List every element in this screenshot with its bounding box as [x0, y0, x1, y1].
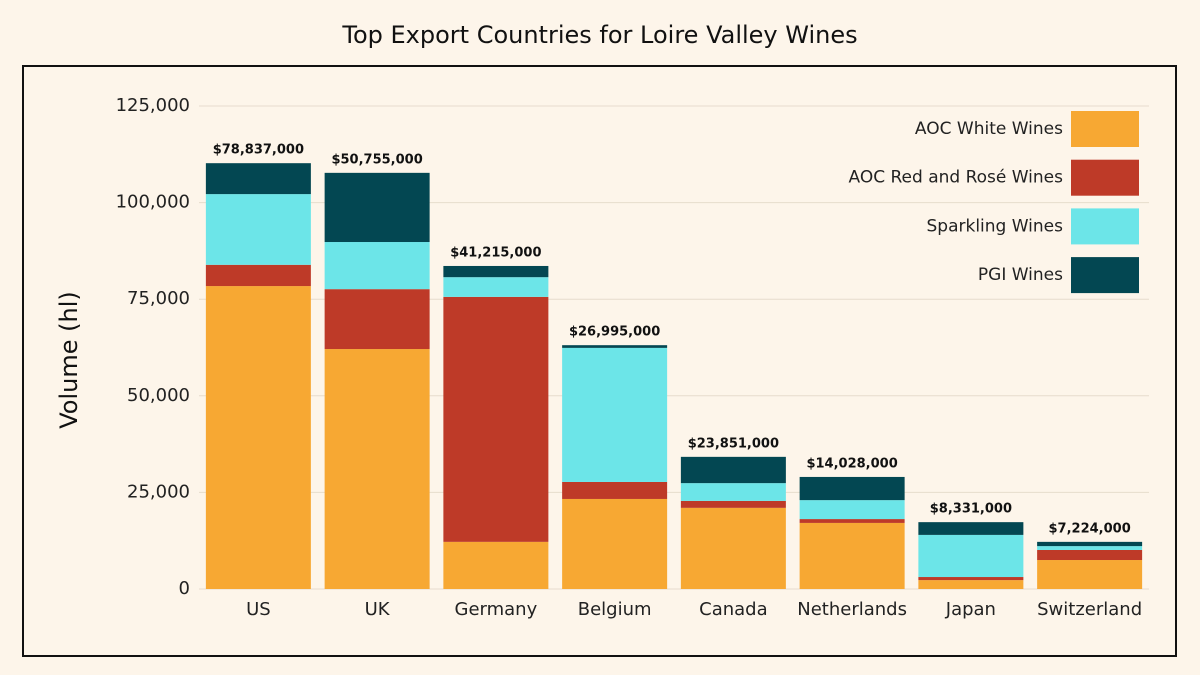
bar-segment: [799, 519, 905, 523]
bar-segment: [324, 289, 430, 350]
x-tick-label: US: [246, 599, 271, 620]
bar-segment: [443, 265, 549, 278]
legend-swatch: [1071, 111, 1139, 147]
bar-segment: [1037, 546, 1143, 550]
bar-segment: [443, 541, 549, 589]
legend-swatch: [1071, 159, 1139, 196]
bar-segment: [680, 483, 786, 501]
y-tick-label: 50,000: [127, 385, 190, 406]
x-tick-label: Belgium: [578, 599, 652, 620]
bar-segment: [443, 277, 549, 297]
y-tick-label: 100,000: [116, 192, 190, 213]
bar-segment: [799, 522, 905, 589]
x-tick-label: Germany: [455, 599, 538, 620]
frame: [22, 65, 1177, 657]
x-tick-label: Canada: [699, 599, 768, 620]
legend-label: AOC White Wines: [915, 119, 1063, 139]
bar-annotation: $41,215,000: [450, 245, 541, 260]
bar-segment: [918, 580, 1024, 589]
bar-segment: [918, 534, 1024, 578]
bar-segment: [562, 347, 668, 482]
legend-label: PGI Wines: [978, 265, 1063, 285]
bar-annotation: $14,028,000: [806, 456, 897, 471]
bar-segment: [680, 456, 786, 484]
bar-segment: [799, 500, 905, 520]
bar-segment: [205, 286, 311, 589]
bar-segment: [205, 163, 311, 195]
x-tick-label: Switzerland: [1037, 599, 1142, 620]
y-tick-label: 125,000: [116, 95, 190, 116]
bar-annotation: $26,995,000: [569, 325, 660, 340]
bar-annotation: $8,331,000: [930, 502, 1012, 517]
bar-segment: [562, 498, 668, 589]
legend-label: AOC Red and Rosé Wines: [849, 168, 1064, 188]
legend-label: Sparkling Wines: [927, 216, 1064, 236]
bar-segment: [205, 194, 311, 265]
chart-title: Top Export Countries for Loire Valley Wi…: [341, 21, 857, 49]
bar-segment: [1037, 560, 1143, 589]
bar-segment: [1037, 549, 1143, 561]
bar-segment: [918, 577, 1024, 581]
bar-segment: [324, 242, 430, 290]
bar-segment: [680, 507, 786, 589]
bar-segment: [562, 345, 668, 348]
bar-segment: [680, 500, 786, 508]
bar-segment: [324, 349, 430, 589]
legend-swatch: [1071, 257, 1139, 294]
bar-segment: [918, 522, 1024, 535]
x-tick-label: UK: [365, 599, 391, 620]
legend-swatch: [1071, 208, 1139, 245]
bar-segment: [324, 172, 430, 243]
x-tick-label: Japan: [945, 599, 996, 620]
bar-segment: [562, 481, 668, 499]
x-tick-label: Netherlands: [797, 599, 907, 620]
bar-annotation: $50,755,000: [331, 152, 422, 167]
y-axis-label: Volume (hl): [55, 291, 83, 429]
bar-annotation: $23,851,000: [688, 436, 779, 451]
bar-segment: [1037, 541, 1143, 547]
bar-annotation: $78,837,000: [213, 143, 304, 158]
bar-segment: [205, 264, 311, 287]
y-tick-label: 0: [179, 578, 190, 599]
y-tick-label: 25,000: [127, 481, 190, 502]
y-tick-label: 75,000: [127, 288, 190, 309]
bar-segment: [799, 476, 905, 501]
bar-segment: [443, 296, 549, 542]
bar-annotation: $7,224,000: [1049, 521, 1131, 536]
